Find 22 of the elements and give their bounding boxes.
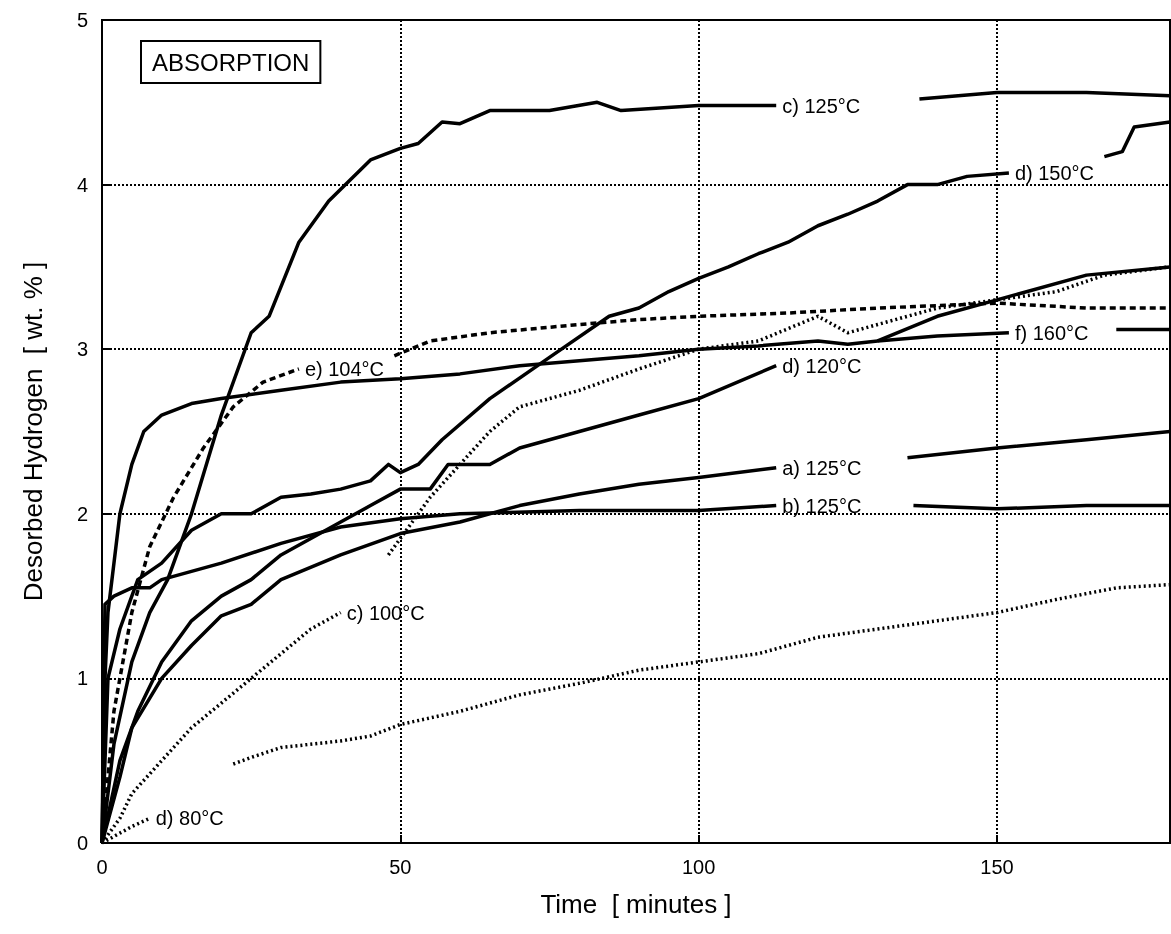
x-tick-label: 50: [389, 856, 412, 878]
series-label: d) 120°C: [782, 354, 862, 377]
y-tick-label: 3: [76, 338, 88, 361]
x-tick-label: 100: [681, 856, 716, 878]
series-label: a) 125°C: [782, 456, 862, 479]
y-tick-label: 0: [76, 832, 88, 854]
series-label: c) 100°C: [346, 601, 425, 624]
y-tick-label: 2: [76, 502, 88, 525]
series-label: d) 80°C: [155, 807, 224, 830]
annotation: ABSORPTION: [152, 48, 310, 76]
series-label: f) 160°C: [1014, 321, 1089, 344]
y-tick-label: 4: [76, 173, 88, 196]
series-label: c) 125°C: [782, 94, 861, 117]
y-tick-label: 1: [76, 667, 88, 690]
y-axis-title: Desorbed Hydrogen [ wt. % ]: [18, 261, 48, 602]
x-tick-label: 150: [980, 856, 1014, 878]
series-label: e) 104°C: [304, 357, 385, 380]
series-label: d) 150°C: [1014, 162, 1095, 185]
x-axis-title: Time [ minutes ]: [540, 889, 732, 919]
series-label: b) 125°C: [782, 494, 862, 517]
x-tick-label: 0: [96, 856, 108, 878]
y-tick-label: 5: [76, 9, 88, 31]
